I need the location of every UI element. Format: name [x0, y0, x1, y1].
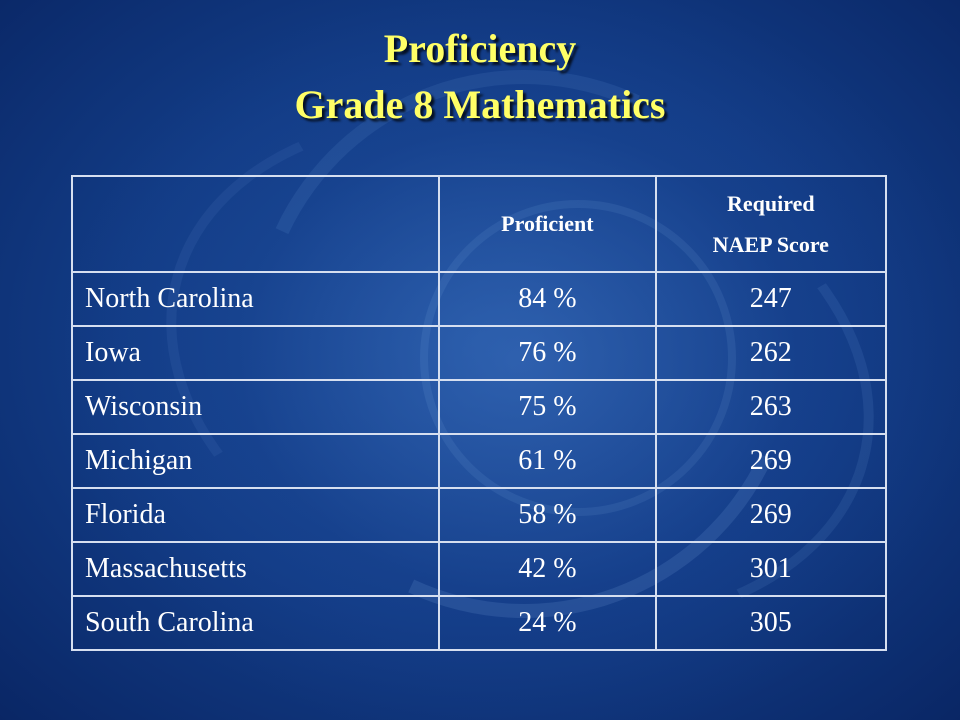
- header-proficient: Proficient: [438, 175, 657, 273]
- table-row: Michigan 61 % 269: [70, 433, 888, 489]
- slide-title: Proficiency: [383, 26, 577, 71]
- state-cell: Michigan: [70, 433, 441, 489]
- score-cell: 269: [654, 433, 888, 489]
- slide-subtitle: Grade 8 Mathematics: [294, 82, 666, 127]
- proficient-cell: 76 %: [438, 325, 657, 381]
- table-row: North Carolina 84 % 247: [70, 271, 888, 327]
- table-header-row: Proficient Required NAEP Score: [70, 175, 888, 273]
- proficient-cell: 58 %: [438, 487, 657, 543]
- header-required-score: Required NAEP Score: [654, 175, 888, 273]
- table-row: South Carolina 24 % 305: [70, 595, 888, 651]
- table-row: Iowa 76 % 262: [70, 325, 888, 381]
- score-cell: 269: [654, 487, 888, 543]
- proficient-cell: 75 %: [438, 379, 657, 435]
- state-cell: Iowa: [70, 325, 441, 381]
- header-required-line2: NAEP Score: [712, 232, 829, 257]
- table-row: Wisconsin 75 % 263: [70, 379, 888, 435]
- state-cell: Florida: [70, 487, 441, 543]
- header-required-line1: Required: [727, 191, 815, 216]
- proficient-cell: 42 %: [438, 541, 657, 597]
- score-cell: 262: [654, 325, 888, 381]
- state-cell: Wisconsin: [70, 379, 441, 435]
- header-state: [70, 175, 441, 273]
- table-row: Massachusetts 42 % 301: [70, 541, 888, 597]
- proficient-cell: 24 %: [438, 595, 657, 651]
- table-row: Florida 58 % 269: [70, 487, 888, 543]
- score-cell: 301: [654, 541, 888, 597]
- score-cell: 263: [654, 379, 888, 435]
- score-cell: 305: [654, 595, 888, 651]
- proficient-cell: 84 %: [438, 271, 657, 327]
- score-cell: 247: [654, 271, 888, 327]
- proficiency-table: Proficient Required NAEP Score North Car…: [70, 175, 888, 651]
- proficient-cell: 61 %: [438, 433, 657, 489]
- state-cell: North Carolina: [70, 271, 441, 327]
- state-cell: South Carolina: [70, 595, 441, 651]
- state-cell: Massachusetts: [70, 541, 441, 597]
